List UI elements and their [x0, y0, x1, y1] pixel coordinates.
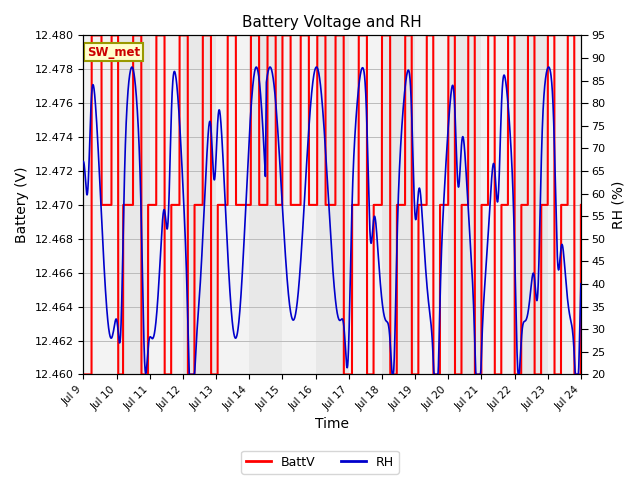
Bar: [415, 36, 448, 374]
Bar: [282, 36, 316, 374]
Y-axis label: Battery (V): Battery (V): [15, 167, 29, 243]
X-axis label: Time: Time: [315, 418, 349, 432]
Text: SW_met: SW_met: [88, 46, 141, 59]
Bar: [481, 36, 515, 374]
Bar: [150, 36, 183, 374]
Bar: [216, 36, 249, 374]
Y-axis label: RH (%): RH (%): [611, 180, 625, 229]
Bar: [548, 36, 581, 374]
Bar: [83, 36, 116, 374]
Title: Battery Voltage and RH: Battery Voltage and RH: [243, 15, 422, 30]
Legend: BattV, RH: BattV, RH: [241, 451, 399, 474]
Bar: [349, 36, 382, 374]
